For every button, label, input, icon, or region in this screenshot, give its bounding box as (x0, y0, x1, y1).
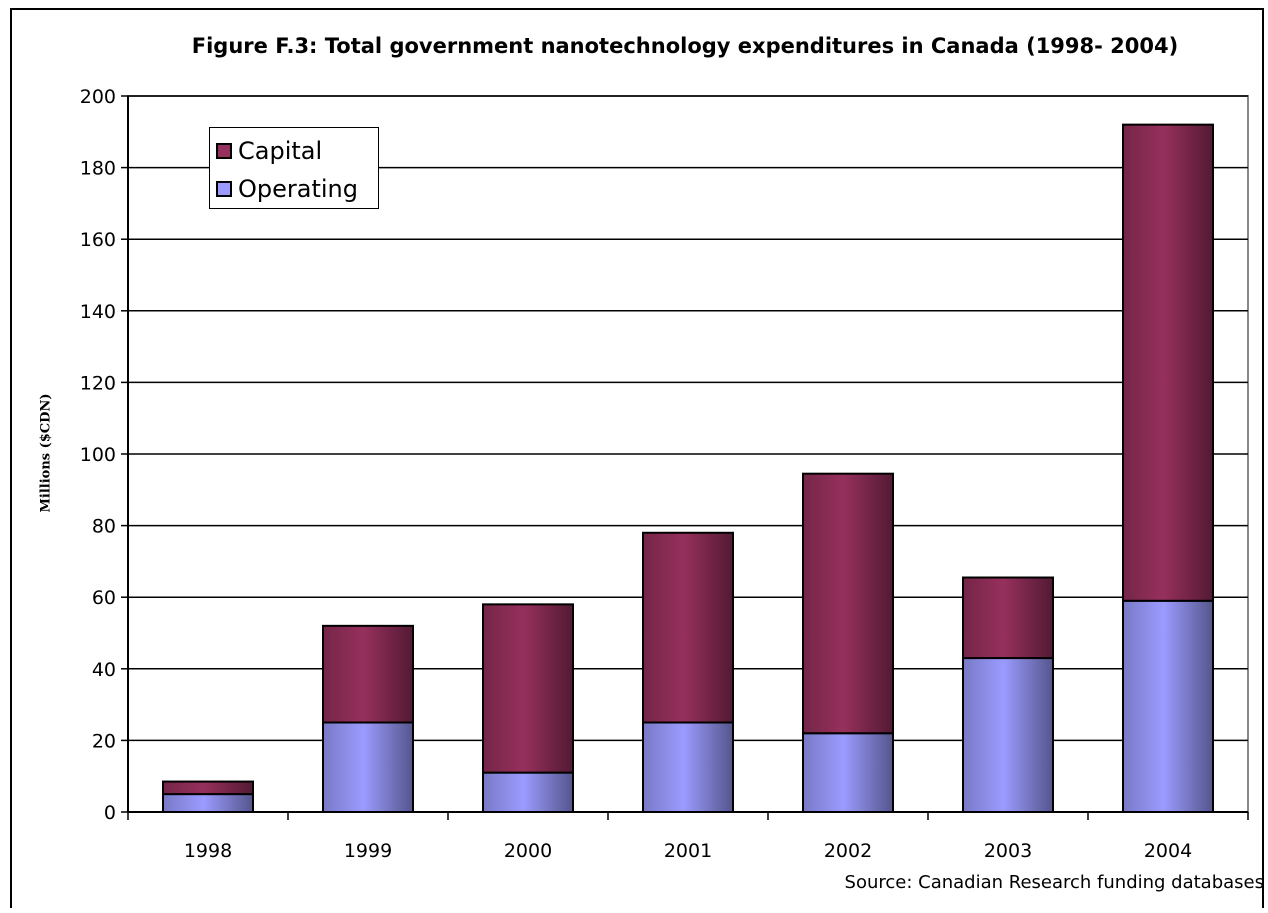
bar-capital-1999 (322, 624, 414, 724)
y-tick-label: 0 (104, 802, 116, 824)
x-tick-label: 1999 (344, 840, 392, 862)
chart-frame (10, 8, 1264, 908)
legend-swatch-capital (216, 143, 232, 159)
y-tick-label: 160 (80, 229, 116, 251)
legend-swatch-operating (216, 181, 232, 197)
y-axis-label: Millions ($CDN) (38, 393, 54, 513)
x-tick-label: 2002 (824, 840, 872, 862)
legend-item-operating: Operating (216, 174, 358, 204)
y-tick-label: 20 (92, 730, 116, 752)
y-tick-label: 100 (80, 444, 116, 466)
bar-operating-1998 (162, 793, 254, 813)
bar-operating-1999 (322, 721, 414, 813)
y-tick-label: 180 (80, 158, 116, 180)
bar-capital-2003 (962, 576, 1054, 660)
bar-operating-2002 (802, 732, 894, 813)
legend-item-capital: Capital (216, 136, 322, 166)
x-tick-label: 2004 (1144, 840, 1192, 862)
bar-capital-2001 (642, 531, 734, 724)
legend-label-capital: Capital (238, 137, 323, 165)
y-tick-label: 200 (80, 86, 116, 108)
legend-label-operating: Operating (238, 175, 358, 203)
legend: Capital Operating (209, 127, 379, 209)
bar-operating-2003 (962, 657, 1054, 813)
bar-operating-2004 (1122, 599, 1214, 814)
y-tick-label: 40 (92, 659, 116, 681)
x-tick-label: 2000 (504, 840, 552, 862)
x-tick-label: 2003 (984, 840, 1032, 862)
x-tick-label: 1998 (184, 840, 232, 862)
y-tick-label: 140 (80, 301, 116, 323)
bar-capital-1998 (162, 780, 254, 796)
bar-capital-2002 (802, 472, 894, 735)
bar-operating-2001 (642, 721, 734, 813)
source-note: Source: Canadian Research funding databa… (844, 872, 1264, 893)
y-tick-label: 60 (92, 587, 116, 609)
y-tick-label: 120 (80, 372, 116, 394)
chart-title: Figure F.3: Total government nanotechnol… (191, 34, 1179, 58)
x-tick-label: 2001 (664, 840, 712, 862)
y-tick-label: 80 (92, 516, 116, 538)
bar-operating-2000 (482, 771, 574, 813)
bar-capital-2000 (482, 603, 574, 774)
bar-capital-2004 (1122, 123, 1214, 602)
